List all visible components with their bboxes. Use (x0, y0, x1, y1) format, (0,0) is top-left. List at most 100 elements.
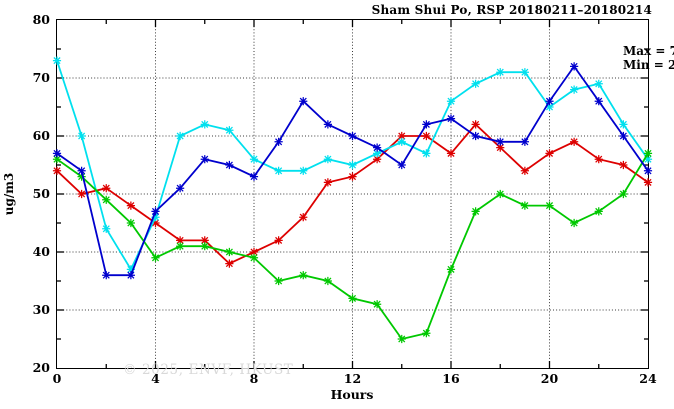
marker-blue-day (594, 97, 603, 106)
marker-cyan-day (200, 120, 209, 129)
marker-green-day (471, 207, 480, 216)
marker-blue-day (126, 271, 135, 280)
marker-red-day (570, 137, 579, 146)
x-tick-label-16: 16 (442, 371, 460, 386)
marker-red-day (151, 218, 160, 228)
marker-blue-day (77, 166, 86, 175)
marker-cyan-day (176, 131, 185, 141)
chart-title: Sham Shui Po, RSP 20180211–20180214 (371, 3, 652, 17)
marker-red-day (77, 189, 86, 199)
marker-blue-day (151, 207, 160, 216)
plot-canvas (52, 20, 653, 368)
marker-cyan-day (274, 166, 283, 175)
marker-green-day (225, 247, 234, 257)
marker-cyan-day (570, 85, 579, 94)
marker-cyan-day (323, 155, 332, 164)
marker-red-day (102, 184, 111, 193)
marker-red-day (545, 149, 554, 158)
x-tick-label-24: 24 (639, 371, 657, 386)
marker-blue-day (373, 143, 382, 152)
marker-green-day (151, 253, 160, 262)
marker-red-day (520, 166, 529, 175)
min-value-label: Min = 25.00 (623, 57, 674, 72)
x-axis-label: Hours (330, 387, 374, 402)
marker-cyan-day (545, 102, 554, 112)
marker-blue-day (200, 155, 209, 164)
marker-red-day (496, 143, 505, 152)
marker-green-day (643, 149, 653, 158)
marker-green-day (274, 276, 283, 286)
marker-red-day (471, 120, 480, 129)
marker-blue-day (570, 62, 579, 71)
y-tick-label-20: 20 (32, 360, 50, 375)
marker-cyan-day (225, 126, 234, 135)
marker-cyan-day (520, 68, 529, 77)
marker-cyan-day (397, 137, 406, 146)
marker-cyan-day (643, 155, 653, 164)
marker-red-day (446, 149, 456, 158)
marker-cyan-day (594, 79, 603, 88)
marker-green-day (619, 189, 628, 199)
x-tick-label-8: 8 (249, 371, 259, 386)
watermark: © 2025, ENVF, HKUST (123, 362, 294, 378)
marker-green-day (520, 201, 529, 210)
marker-red-day (594, 155, 603, 164)
marker-green-day (102, 195, 111, 204)
marker-blue-day (274, 137, 283, 146)
marker-cyan-day (151, 213, 160, 222)
marker-blue-day (422, 120, 431, 129)
marker-cyan-day (52, 56, 62, 65)
marker-red-day (249, 247, 259, 257)
marker-red-day (619, 160, 628, 170)
marker-blue-day (52, 149, 62, 158)
marker-blue-day (102, 271, 111, 280)
marker-green-day (299, 271, 308, 280)
marker-blue-day (545, 97, 554, 106)
marker-blue-day (496, 137, 505, 146)
marker-blue-day (471, 131, 480, 141)
marker-red-day (176, 236, 185, 245)
max-min-annotation: Max = 73.00 Min = 25.00 (623, 44, 674, 72)
marker-cyan-day (348, 160, 357, 170)
x-tick-label-4: 4 (151, 371, 160, 386)
marker-blue-day (619, 131, 628, 141)
marker-blue-day (520, 137, 529, 146)
marker-red-day (200, 236, 209, 245)
marker-red-day (225, 259, 234, 268)
marker-cyan-day (126, 265, 135, 274)
marker-green-day (496, 189, 505, 199)
y-tick-label-40: 40 (32, 244, 50, 259)
marker-cyan-day (446, 97, 456, 106)
marker-red-day (274, 236, 283, 245)
marker-green-day (545, 201, 554, 210)
marker-green-day (200, 242, 209, 251)
marker-green-day (373, 300, 382, 309)
marker-red-day (348, 172, 357, 181)
marker-green-day (52, 155, 62, 164)
marker-cyan-day (299, 166, 308, 175)
max-value-label: Max = 73.00 (623, 44, 674, 58)
marker-cyan-day (373, 149, 382, 158)
marker-green-day (446, 265, 456, 274)
marker-green-day (249, 253, 259, 262)
plot-frame (56, 19, 649, 369)
y-tick-label-60: 60 (32, 128, 50, 143)
y-axis-label: ug/m3 (2, 172, 16, 216)
marker-cyan-day (422, 149, 431, 158)
marker-green-day (126, 218, 135, 228)
x-tick-label-0: 0 (52, 371, 62, 386)
marker-red-day (323, 178, 332, 187)
marker-green-day (397, 334, 406, 344)
marker-cyan-day (249, 155, 259, 164)
marker-blue-day (348, 131, 357, 141)
plot-area: Max = 73.00 Min = 25.00 © 2025, ENVF, HK… (52, 19, 674, 378)
y-tick-label-70: 70 (32, 70, 50, 85)
marker-red-day (126, 201, 135, 210)
marker-green-day (570, 218, 579, 228)
marker-blue-day (323, 120, 332, 129)
marker-green-day (323, 276, 332, 286)
marker-cyan-day (496, 68, 505, 77)
marker-red-day (299, 213, 308, 222)
y-tick-label-50: 50 (32, 186, 50, 201)
